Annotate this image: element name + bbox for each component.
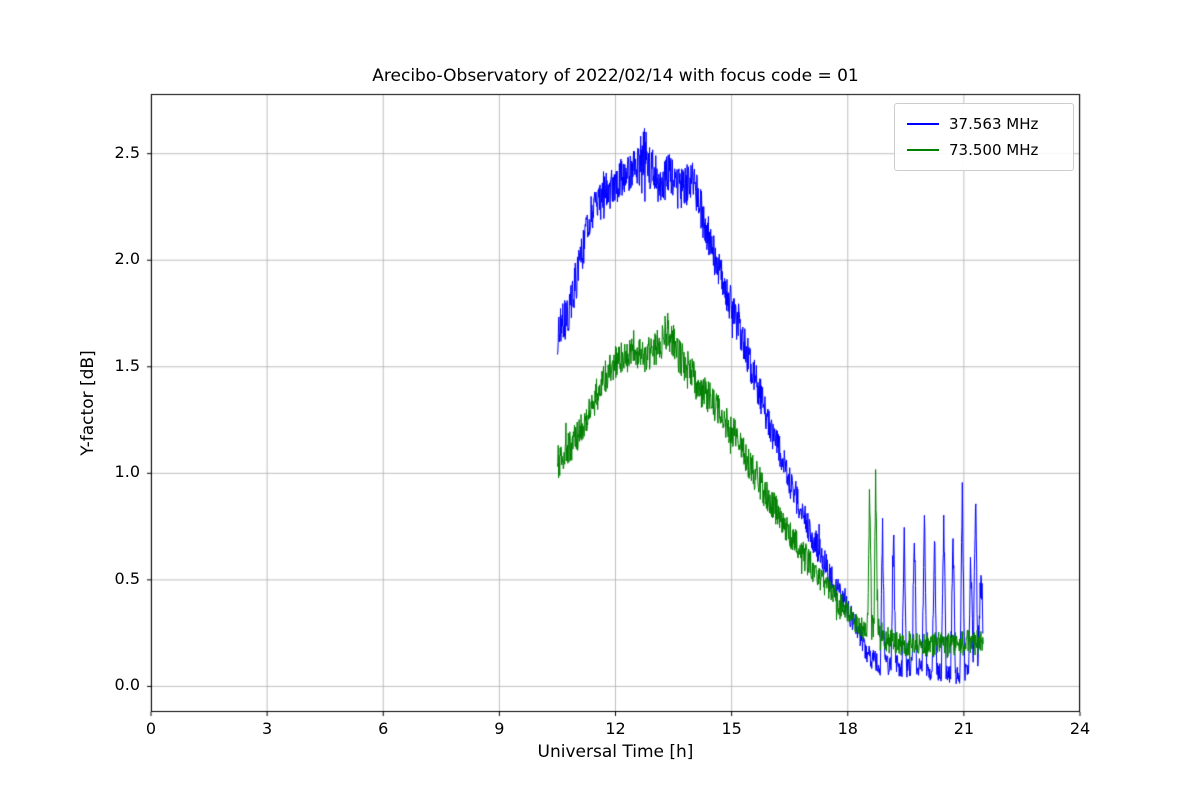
legend-item: 37.563 MHz <box>895 111 1073 137</box>
y-tick-label: 1.5 <box>114 355 140 375</box>
y-tick-label: 0.5 <box>114 568 140 588</box>
x-tick-label: 3 <box>262 719 273 738</box>
legend-label: 37.563 MHz <box>949 115 1039 133</box>
y-tick-label: 0.0 <box>114 675 140 695</box>
x-tick-label: 15 <box>721 719 742 738</box>
x-tick-label: 6 <box>378 719 389 738</box>
y-tick-label: 1.0 <box>114 462 140 482</box>
x-tick-label: 12 <box>605 719 626 738</box>
y-tick-label: 2.5 <box>114 142 140 162</box>
y-tick-label: 2.0 <box>114 249 140 269</box>
x-axis-label: Universal Time [h] <box>537 742 694 762</box>
x-tick-label: 9 <box>494 719 505 738</box>
x-tick-label: 0 <box>145 719 157 738</box>
chart-title: Arecibo-Observatory of 2022/02/14 with f… <box>372 66 859 86</box>
legend-line-swatch-green <box>907 149 939 151</box>
legend: 37.563 MHz 73.500 MHz <box>894 103 1074 171</box>
x-tick-label: 18 <box>837 719 858 738</box>
legend-item: 73.500 MHz <box>895 137 1073 163</box>
legend-line-swatch-blue <box>907 123 939 125</box>
legend-label: 73.500 MHz <box>949 141 1039 159</box>
x-tick-label: 24 <box>1069 719 1091 738</box>
x-tick-label: 21 <box>953 719 975 738</box>
